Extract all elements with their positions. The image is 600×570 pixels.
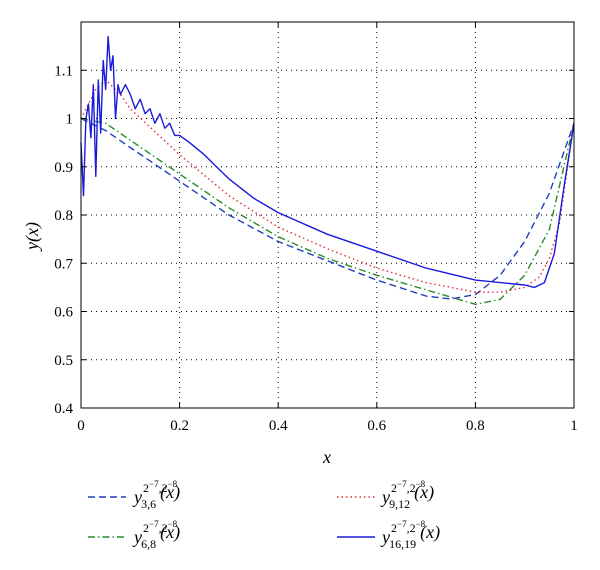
x-tick-label: 0.8: [466, 418, 485, 434]
legend-label-e2: −8: [416, 479, 426, 489]
legend: y2−7,2−8 3,6(x) y2−7,2−8 9,12(x)y2−7,2−8 6,8…: [88, 479, 440, 551]
legend-label-base: y: [132, 527, 142, 547]
legend-label-e2: −8: [416, 519, 426, 529]
legend-label-base: y: [132, 487, 142, 507]
legend-item-1: y2−7,2−8 3,6 (x): [88, 479, 180, 511]
legend-label-mid: ,2: [407, 481, 416, 495]
legend-label: y2−7,2−8 6,8 (x): [132, 519, 180, 551]
y-axis-label: y(x): [22, 222, 43, 252]
y-tick-label: 0.4: [54, 401, 73, 417]
series-line-4: [80, 35, 575, 289]
legend-label-base: y: [380, 527, 390, 547]
legend-label-e1: −7: [149, 519, 159, 529]
legend-label-arg: (x): [160, 522, 180, 543]
legend-label-mid: ,2: [407, 521, 416, 535]
legend-label-sup: 2: [143, 481, 149, 495]
x-tick-label: 0.4: [269, 418, 288, 434]
legend-label-arg: (x): [160, 482, 180, 503]
grid: [81, 22, 574, 408]
y-tick-label: 1: [66, 112, 74, 128]
legend-label-e1: −7: [397, 479, 407, 489]
series-line-1: [80, 117, 575, 300]
legend-label-base: y: [380, 487, 390, 507]
x-axis-label: x: [322, 447, 331, 467]
legend-label-mid: ,2: [159, 521, 168, 535]
legend-label-e1: −7: [397, 519, 407, 529]
series-layer: [80, 35, 575, 305]
legend-label-arg: (x): [414, 482, 434, 503]
legend-label-sub: 3,6: [141, 497, 156, 511]
y-tick-label: 0.9: [54, 160, 73, 176]
legend-label-e1: −7: [149, 479, 159, 489]
legend-label: y2−7,2−8 9,12 (x): [380, 479, 434, 511]
x-tick-label: 0.2: [170, 418, 189, 434]
y-tick-label: 0.8: [54, 208, 73, 224]
legend-label-e2: −8: [168, 519, 178, 529]
legend-label: y2−7,2−8 3,6 (x): [132, 479, 180, 511]
legend-label-sup: 2: [391, 521, 397, 535]
series-line-2: [80, 117, 575, 305]
ticks: 0 0.2 0.4 0.6 0.8 1 0.4 0.5 0.6 0.7 0.8 0.9 1 1.1: [54, 22, 578, 434]
x-tick-label: 0.6: [367, 418, 386, 434]
legend-label: y2−7,2−8 16,19 (x): [380, 519, 440, 551]
series-line-3: [80, 79, 575, 293]
plot-frame: [80, 21, 575, 409]
legend-label-mid: ,2: [159, 481, 168, 495]
legend-label-sub: 6,8: [141, 537, 156, 551]
legend-item-2: y2−7,2−8 6,8 (x): [88, 519, 180, 551]
legend-item-4: y2−7,2−8 16,19 (x): [337, 519, 440, 551]
y-tick-label: 0.6: [54, 305, 73, 321]
x-tick-label: 0: [77, 418, 85, 434]
y-tick-label: 0.7: [54, 256, 73, 272]
legend-label-sup: 2: [391, 481, 397, 495]
legend-label-e2: −8: [168, 479, 178, 489]
legend-label-sup: 2: [143, 521, 149, 535]
legend-item-3: y2−7,2−8 9,12 (x): [337, 479, 434, 511]
y-tick-label: 1.1: [54, 63, 73, 79]
legend-label-sub: 16,19: [389, 537, 416, 551]
y-tick-label: 0.5: [54, 353, 73, 369]
legend-label-arg: (x): [420, 522, 440, 543]
legend-label-sub: 9,12: [389, 497, 410, 511]
x-tick-label: 1: [570, 418, 578, 434]
